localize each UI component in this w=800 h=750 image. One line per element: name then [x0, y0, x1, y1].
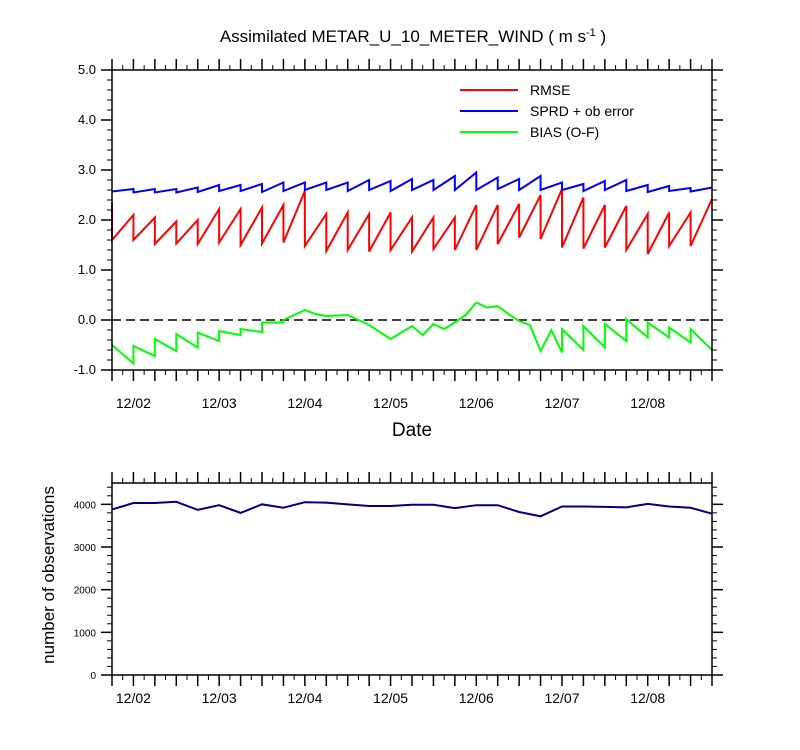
x-tick-label: 12/03: [202, 395, 237, 411]
series-line-observations: [111, 500, 713, 518]
y-tick-label: 2000: [74, 586, 97, 597]
x-tick-label: 12/07: [544, 395, 579, 411]
legend: RMSE SPRD + ob error BIAS (O-F): [460, 82, 634, 140]
series-line-rmse: [111, 188, 713, 255]
series-line-sprd-ob-error: [111, 170, 713, 194]
series-line-bias-o-f-: [111, 301, 713, 366]
chart-title: Assimilated METAR_U_10_METER_WIND ( m s-…: [220, 27, 606, 46]
x-tick-label: 12/05: [373, 395, 408, 411]
x-tick-label: 12/04: [287, 690, 322, 706]
legend-label: BIAS (O-F): [530, 124, 599, 140]
legend-label: SPRD + ob error: [530, 103, 634, 119]
x-tick-label: 12/05: [373, 690, 408, 706]
y-tick-label: 3000: [74, 543, 97, 554]
y-tick-label: 3.0: [78, 162, 96, 177]
rmse-sprd-bias-plot: 12/02 12/03 12/04 12/05 12/06 12/07 12/08 -1.0 0…: [74, 59, 723, 441]
y-tick-label: 5.0: [78, 62, 96, 77]
y-tick-label: 1000: [74, 628, 97, 639]
x-tick-label: 12/02: [116, 690, 151, 706]
observation-count-plot: 12/02 12/03 12/04 12/05 12/06 12/07 12/08 0 1000…: [39, 472, 723, 706]
bottom-plot-frame: [111, 482, 713, 676]
x-axis-label: Date: [392, 420, 432, 441]
x-tick-label: 12/03: [202, 690, 237, 706]
x-tick-label: 12/06: [459, 690, 494, 706]
x-tick-label: 12/04: [287, 395, 322, 411]
x-tick-label: 12/08: [630, 395, 665, 411]
y-tick-label: 1.0: [78, 262, 96, 277]
y-axis-label: number of observations: [39, 486, 58, 664]
y-tick-label: 2.0: [78, 212, 96, 227]
legend-label: RMSE: [530, 82, 570, 98]
x-tick-label: 12/06: [459, 395, 494, 411]
x-tick-label: 12/07: [544, 690, 579, 706]
x-tick-label: 12/08: [630, 690, 665, 706]
x-tick-label: 12/02: [116, 395, 151, 411]
y-tick-label: 0.0: [78, 312, 96, 327]
y-tick-label: 4.0: [78, 112, 96, 127]
y-tick-label: 4000: [74, 500, 97, 511]
y-tick-label: 0: [90, 671, 96, 682]
y-tick-label: -1.0: [74, 362, 96, 377]
